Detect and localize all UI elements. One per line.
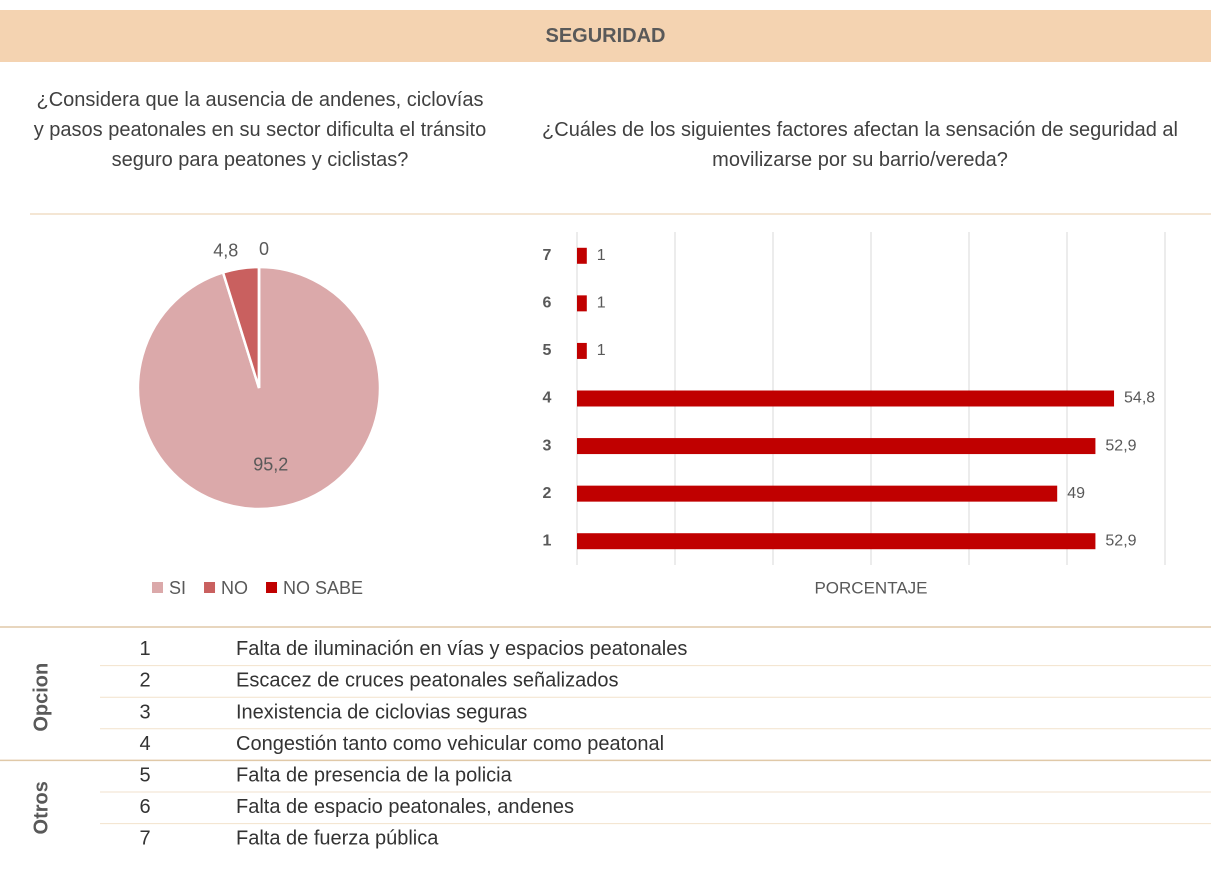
group-label: Opcion [30, 663, 52, 732]
x-axis-label: PORCENTAJE [814, 578, 927, 597]
option-number: 6 [139, 796, 150, 818]
pie-value-label: 95,2 [253, 455, 288, 475]
bar-value-label: 52,9 [1105, 437, 1136, 454]
bar [577, 533, 1096, 550]
option-number: 2 [139, 670, 150, 692]
y-tick-label: 1 [543, 532, 552, 549]
legend-swatch [266, 582, 278, 593]
bar-value-label: 49 [1067, 485, 1085, 502]
legend-swatch [152, 582, 163, 593]
legend-label: NO SABE [283, 578, 363, 598]
y-tick-label: 6 [543, 295, 552, 312]
y-tick-label: 4 [543, 390, 552, 407]
bar-value-label: 1 [597, 342, 606, 359]
y-tick-label: 7 [543, 247, 552, 264]
y-tick-label: 3 [543, 437, 552, 454]
header-title: SEGURIDAD [545, 25, 666, 47]
bar-value-label: 1 [597, 295, 606, 312]
option-text: Falta de iluminación en vías y espacios … [236, 638, 687, 660]
legend-swatch [204, 582, 216, 593]
bar [577, 342, 587, 359]
option-number: 4 [139, 733, 150, 755]
option-text: Inexistencia de ciclovias seguras [236, 701, 527, 723]
group-label: Otros [30, 781, 52, 834]
bar [577, 485, 1058, 502]
option-text: Falta de fuerza pública [236, 828, 439, 850]
option-number: 3 [139, 701, 150, 723]
header-band [0, 10, 1211, 62]
bar [577, 390, 1115, 407]
bar [577, 295, 587, 312]
pie-question: ¿Considera que la ausencia de andenes, c… [33, 89, 487, 171]
pie-slice [136, 265, 382, 511]
legend-label: SI [169, 578, 186, 598]
bar [577, 438, 1096, 455]
legend-label: NO [221, 578, 248, 598]
pie-value-label: 0 [259, 239, 269, 259]
bar-value-label: 52,9 [1105, 532, 1136, 549]
bar-value-label: 54,8 [1124, 390, 1155, 407]
y-tick-label: 2 [543, 485, 552, 502]
option-number: 5 [139, 764, 150, 786]
bar [577, 247, 587, 264]
option-text: Falta de presencia de la policia [236, 764, 513, 786]
option-number: 1 [139, 638, 150, 660]
option-number: 7 [139, 828, 150, 850]
bar-value-label: 1 [597, 247, 606, 264]
option-text: Congestión tanto como vehicular como pea… [236, 733, 664, 755]
option-text: Falta de espacio peatonales, andenes [236, 796, 574, 818]
y-tick-label: 5 [543, 342, 552, 359]
pie-value-label: 4,8 [213, 240, 238, 260]
bar-question: ¿Cuáles de los siguientes factores afect… [542, 119, 1178, 171]
option-text: Escacez de cruces peatonales señalizados [236, 670, 618, 692]
